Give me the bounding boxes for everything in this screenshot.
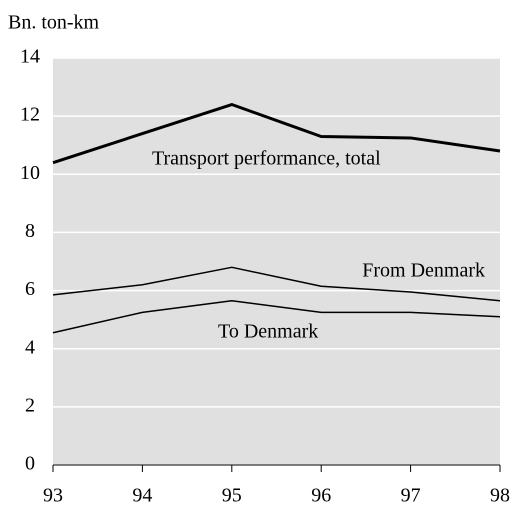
series-label: Transport performance, total [152, 148, 381, 170]
y-tick-label: 10 [20, 162, 40, 184]
y-tick-label: 8 [25, 220, 35, 242]
x-tick-label: 96 [311, 485, 331, 507]
x-tick-label: 97 [401, 485, 421, 507]
series-line [52, 266, 501, 302]
y-tick-label: 12 [20, 104, 40, 126]
series-label: From Denmark [362, 260, 485, 282]
series-label: To Denmark [218, 321, 318, 343]
y-tick-label: 14 [20, 46, 40, 68]
y-axis-label: Bn. ton-km [8, 12, 100, 34]
plot-background [53, 58, 500, 465]
y-tick-label: 0 [25, 453, 35, 475]
series-line [52, 299, 501, 334]
x-tick-label: 94 [132, 485, 152, 507]
series-line [52, 103, 501, 165]
x-tick-label: 93 [43, 485, 63, 507]
y-tick-label: 6 [25, 278, 35, 300]
y-tick-label: 4 [25, 336, 35, 358]
x-tick-label: 98 [490, 485, 510, 507]
x-tick-label: 95 [222, 485, 242, 507]
y-tick-label: 2 [25, 394, 35, 416]
